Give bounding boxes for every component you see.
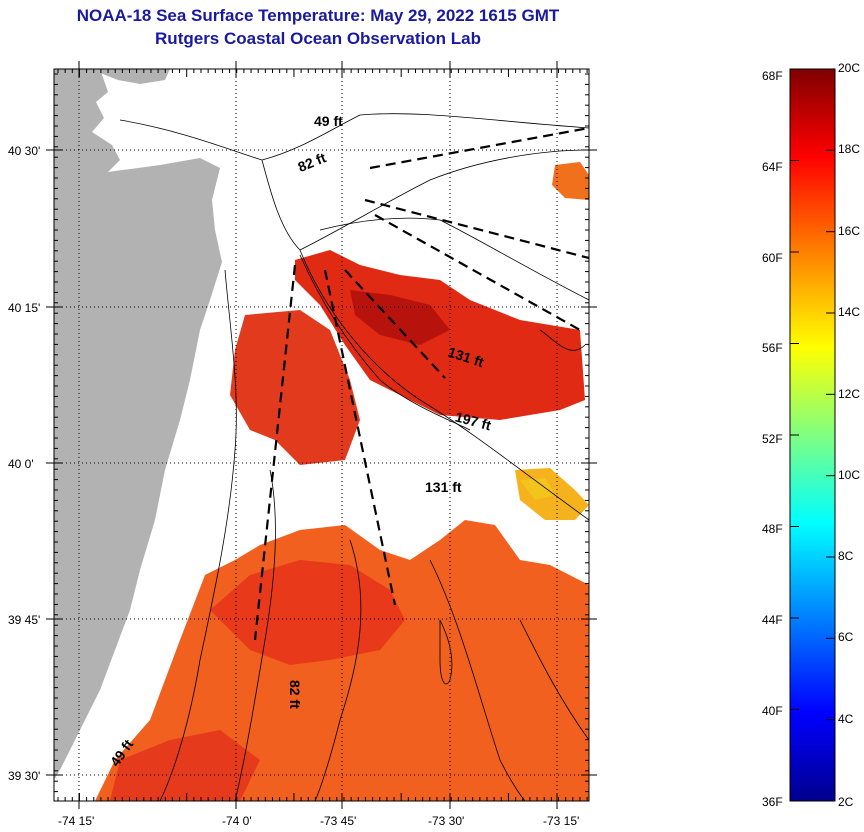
sst-field [95, 162, 589, 801]
lat-label: 39 30' [8, 769, 40, 783]
colorbar-c-label: 4C [838, 712, 854, 726]
sst-offshore-yellow-patch-2 [520, 478, 555, 500]
sst-southern-red-core-2 [110, 730, 260, 801]
colorbar-f-label: 52F [762, 432, 783, 446]
depth-label: 131 ft [425, 479, 462, 495]
colorbar-f-label: 60F [762, 251, 783, 265]
map-frame [53, 68, 590, 802]
lon-label: -73 15' [543, 814, 579, 828]
land-long-island-tip [90, 69, 170, 84]
colorbar-c-label: 18C [838, 142, 860, 156]
sst-southern-red-core [210, 560, 405, 665]
colorbar-f-label: 48F [762, 522, 783, 536]
colorbar-c-label: 6C [838, 630, 854, 644]
lat-label: 40 0' [8, 457, 34, 471]
lat-label: 40 15' [8, 301, 40, 315]
colorbar-c-label: 12C [838, 387, 860, 401]
colorbar-c-label: 8C [838, 549, 854, 563]
colorbar-f-label: 40F [762, 704, 783, 718]
colorbar-f-label: 68F [762, 69, 783, 83]
lon-label: -74 15' [58, 814, 94, 828]
colorbar-c-label: 14C [838, 305, 860, 319]
lon-label: -73 45' [320, 814, 356, 828]
sst-dark-red-core [350, 290, 450, 345]
colorbar-fahrenheit-labels: 68F 64F 60F 56F 52F 48F 44F 40F 36F [762, 69, 783, 809]
lat-label: 39 45' [8, 613, 40, 627]
sst-northern-red-area [230, 310, 360, 465]
colorbar-c-label: 10C [838, 468, 860, 482]
colorbar-c-label: 2C [838, 795, 854, 809]
colorbar-f-label: 36F [762, 795, 783, 809]
depth-label: 82 ft [287, 680, 303, 709]
sst-offshore-orange-patch [552, 162, 589, 200]
map-body: 49 ft 82 ft 131 ft 197 ft 131 ft 82 ft 4… [54, 69, 589, 801]
lon-label: -74 0' [222, 814, 252, 828]
depth-label: 49 ft [314, 113, 343, 129]
colorbar-f-label: 44F [762, 613, 783, 627]
map-title: NOAA-18 Sea Surface Temperature: May 29,… [76, 6, 560, 25]
map-frame-ticks [46, 61, 597, 809]
lon-label: -73 30' [428, 814, 464, 828]
colorbar-ticks [790, 68, 835, 802]
colorbar-f-label: 64F [762, 160, 783, 174]
transect-lines [253, 126, 589, 641]
colorbar-f-label: 56F [762, 341, 783, 355]
colorbar-celsius-labels: 20C 18C 16C 14C 12C 10C 8C 6C 4C 2C [838, 61, 860, 809]
land-new-jersey [54, 69, 222, 780]
colorbar-c-label: 16C [838, 224, 860, 238]
bathymetry-contours [119, 113, 589, 801]
lat-label: 40 30' [8, 144, 40, 158]
map-subtitle: Rutgers Coastal Ocean Observation Lab [155, 29, 481, 48]
colorbar-c-label: 20C [838, 61, 860, 75]
